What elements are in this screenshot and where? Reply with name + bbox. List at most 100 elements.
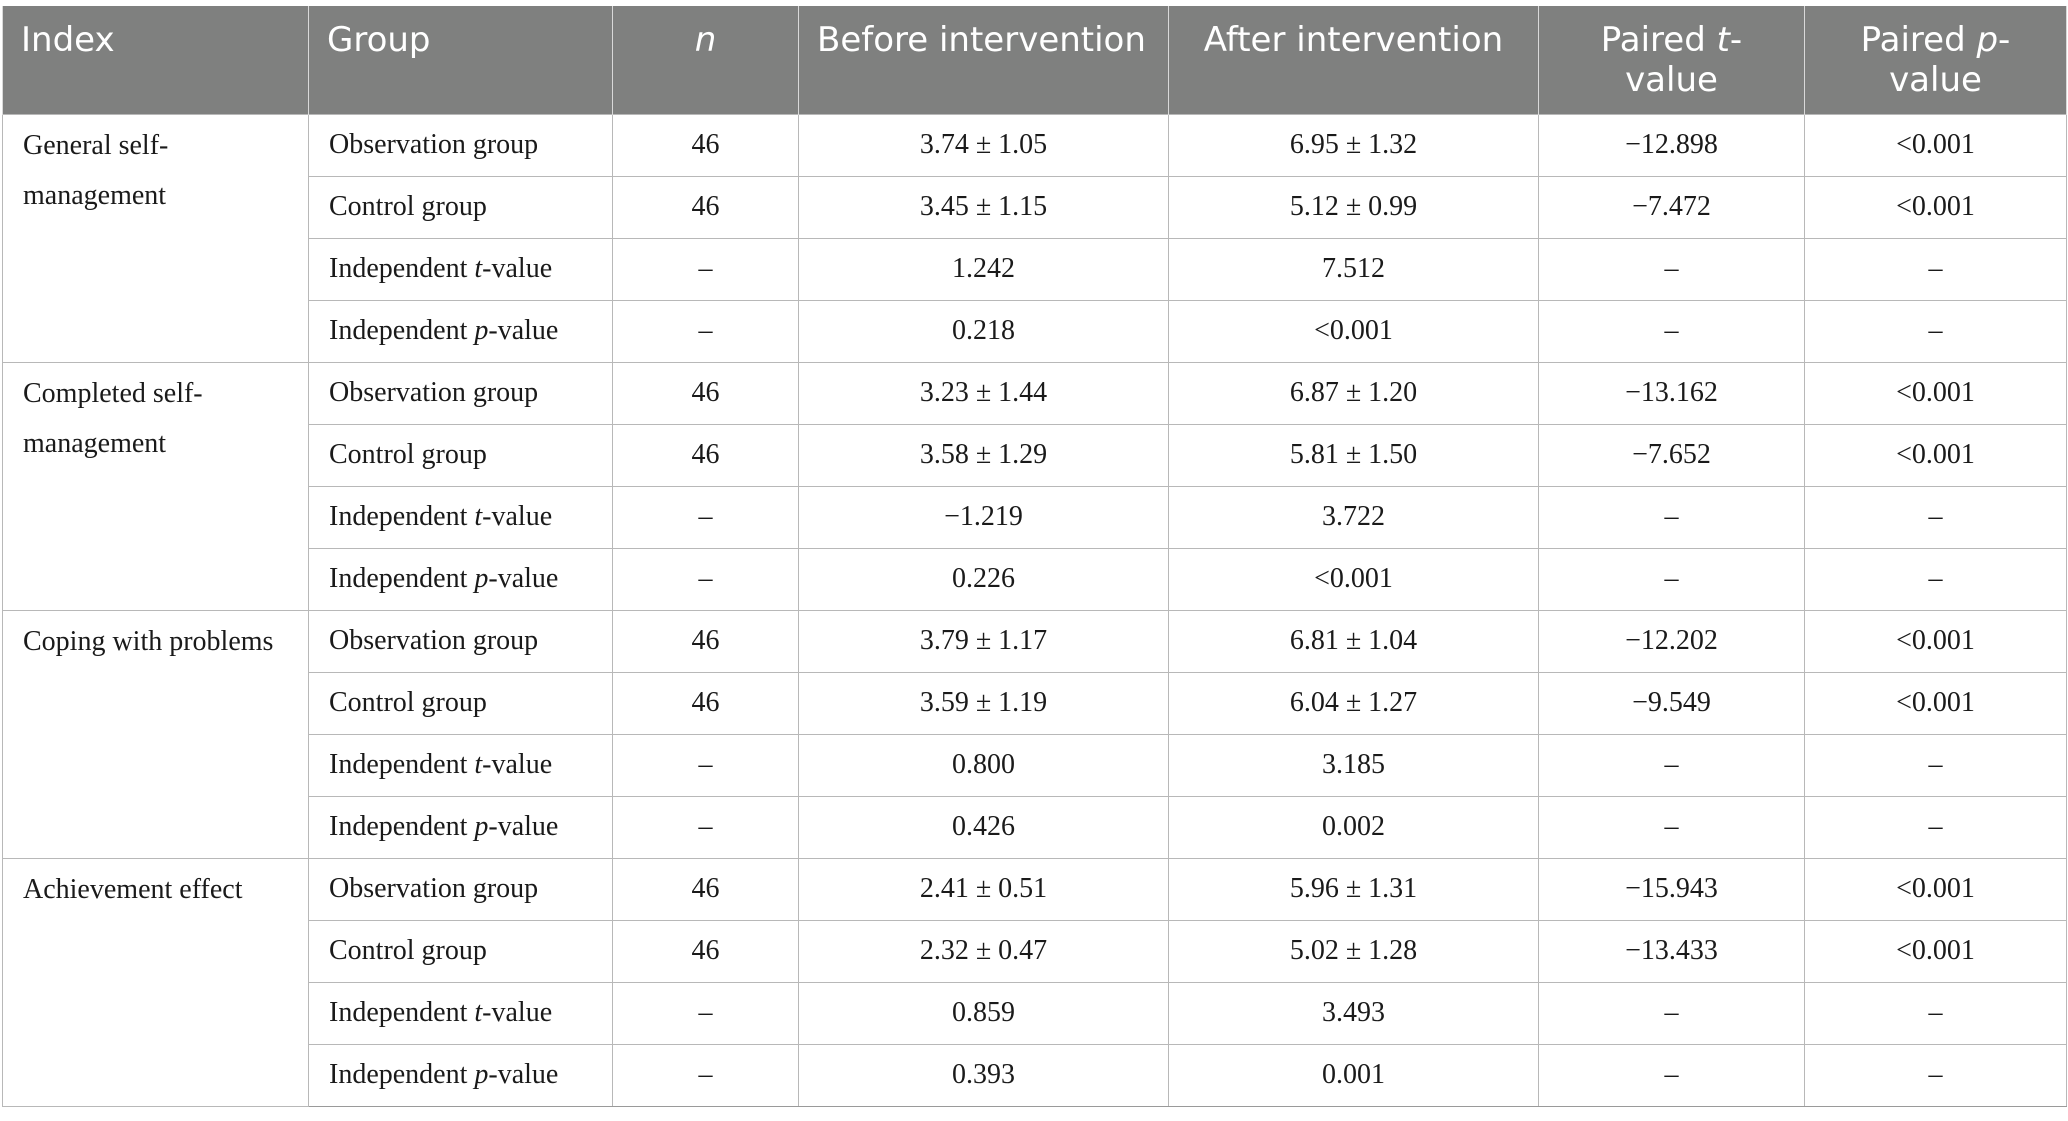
before-cell: 2.41 ± 0.51 (798, 857, 1169, 921)
paired-p-cell: <0.001 (1804, 857, 2067, 921)
paired-t-cell: – (1538, 1043, 1805, 1107)
paired-p-cell: <0.001 (1804, 609, 2067, 673)
header-before: Before intervention (798, 6, 1169, 114)
paired-p-cell: – (1804, 795, 2067, 859)
table-body: General self-management Observation group… (2, 113, 2067, 1107)
n-cell: – (612, 547, 799, 611)
paired-t-cell: −7.652 (1538, 423, 1805, 487)
table-row: Completed self-management Observation gro… (2, 361, 2067, 611)
table-row: Coping with problems Observation group 46 3… (2, 609, 2067, 859)
table-row: Control group 46 2.32 ± 0.47 5.02 ± 1.28 −13… (3, 919, 2067, 983)
before-cell: 0.859 (798, 981, 1169, 1045)
results-table: Index Group n Before intervention After … (2, 6, 2067, 1107)
paired-t-cell: −7.472 (1538, 175, 1805, 239)
after-cell: 5.96 ± 1.31 (1168, 857, 1539, 921)
paired-p-cell: <0.001 (1804, 423, 2067, 487)
group-label-prefix: Independent (329, 315, 475, 346)
group-label-variable: p (474, 563, 489, 594)
group-cell: Independent t-value (308, 485, 613, 549)
header-paired-p-var: p (1976, 20, 1999, 60)
group-cell: Independent t-value (308, 237, 613, 301)
group-cell: Observation group (308, 361, 613, 425)
index-cell: Completed self-management (2, 361, 309, 611)
group-label-suffix: -value (488, 1059, 559, 1090)
paired-t-cell: −13.162 (1538, 361, 1805, 425)
before-cell: 2.32 ± 0.47 (798, 919, 1169, 983)
header-row: Index Group n Before intervention After … (2, 6, 2067, 114)
paired-t-cell: – (1538, 733, 1805, 797)
group-cell: Control group (308, 671, 613, 735)
table-row: Independent p-value –0.226 <0.001– – (3, 547, 2067, 611)
group-cell: Independent p-value (308, 299, 613, 363)
group-label-prefix: Independent (329, 253, 475, 284)
after-cell: 6.95 ± 1.32 (1168, 113, 1539, 177)
group-label-variable: t (474, 749, 483, 780)
n-cell: – (612, 981, 799, 1045)
before-cell: 0.218 (798, 299, 1169, 363)
n-cell: 46 (612, 671, 799, 735)
paired-t-cell: −15.943 (1538, 857, 1805, 921)
group-cell: Observation group (308, 609, 613, 673)
n-cell: – (612, 733, 799, 797)
after-cell: 6.87 ± 1.20 (1168, 361, 1539, 425)
paired-t-cell: – (1538, 299, 1805, 363)
table-row: Independent t-value –0.859 3.493– – (3, 981, 2067, 1045)
paired-p-cell: <0.001 (1804, 113, 2067, 177)
group-label-suffix: -value (482, 253, 553, 284)
group-label-suffix: -value (482, 749, 553, 780)
n-cell: 46 (612, 857, 799, 921)
header-paired-t: Paired t-value (1538, 6, 1805, 114)
table-row: Achievement effect Observation group 46 2.4… (2, 857, 2067, 1107)
header-n: n (612, 6, 799, 114)
n-cell: 46 (612, 175, 799, 239)
paired-p-cell: <0.001 (1804, 175, 2067, 239)
group-label-prefix: Independent (329, 997, 475, 1028)
paired-t-cell: – (1538, 547, 1805, 611)
before-cell: 0.393 (798, 1043, 1169, 1107)
before-cell: 0.226 (798, 547, 1169, 611)
table-row: Independent p-value –0.218 <0.001– – (3, 299, 2067, 363)
group-label-variable: t (474, 253, 483, 284)
paired-p-cell: – (1804, 981, 2067, 1045)
group-cell: Independent t-value (308, 733, 613, 797)
after-cell: <0.001 (1168, 299, 1539, 363)
header-paired-t-var: t (1716, 20, 1730, 60)
group-label-suffix: -value (482, 997, 553, 1028)
n-cell: 46 (612, 423, 799, 487)
group-cell: Observation group (308, 857, 613, 921)
group-cell: Observation group (308, 113, 613, 177)
table-row: Independent p-value –0.426 0.002– – (3, 795, 2067, 859)
n-cell: 46 (612, 361, 799, 425)
paired-t-cell: – (1538, 485, 1805, 549)
group-label-prefix: Independent (329, 811, 475, 842)
group-cell: Independent p-value (308, 795, 613, 859)
group-label-variable: t (474, 501, 483, 532)
after-cell: 7.512 (1168, 237, 1539, 301)
before-cell: 0.426 (798, 795, 1169, 859)
n-cell: 46 (612, 609, 799, 673)
paired-t-cell: – (1538, 795, 1805, 859)
after-cell: 0.002 (1168, 795, 1539, 859)
table-header: Index Group n Before intervention After … (2, 6, 2067, 114)
n-cell: 46 (612, 919, 799, 983)
table-row: Independent t-value –1.242 7.512– – (3, 237, 2067, 301)
paired-p-cell: <0.001 (1804, 361, 2067, 425)
after-cell: 3.185 (1168, 733, 1539, 797)
table-row: Independent t-value – −1.219 3.722– – (3, 485, 2067, 549)
before-cell: 3.59 ± 1.19 (798, 671, 1169, 735)
group-label-prefix: Independent (329, 749, 475, 780)
index-cell: General self-management (2, 113, 309, 363)
header-paired-p-suffix: -value (1889, 20, 2011, 100)
header-paired-p-prefix: Paired (1860, 20, 1977, 60)
n-cell: – (612, 237, 799, 301)
after-cell: 6.81 ± 1.04 (1168, 609, 1539, 673)
group-label-suffix: -value (482, 501, 553, 532)
group-label-variable: t (474, 997, 483, 1028)
index-cell: Coping with problems (2, 609, 309, 859)
n-cell: 46 (612, 113, 799, 177)
paired-t-cell: −9.549 (1538, 671, 1805, 735)
before-cell: 3.79 ± 1.17 (798, 609, 1169, 673)
after-cell: 0.001 (1168, 1043, 1539, 1107)
table-row: General self-management Observation group… (2, 113, 2067, 363)
